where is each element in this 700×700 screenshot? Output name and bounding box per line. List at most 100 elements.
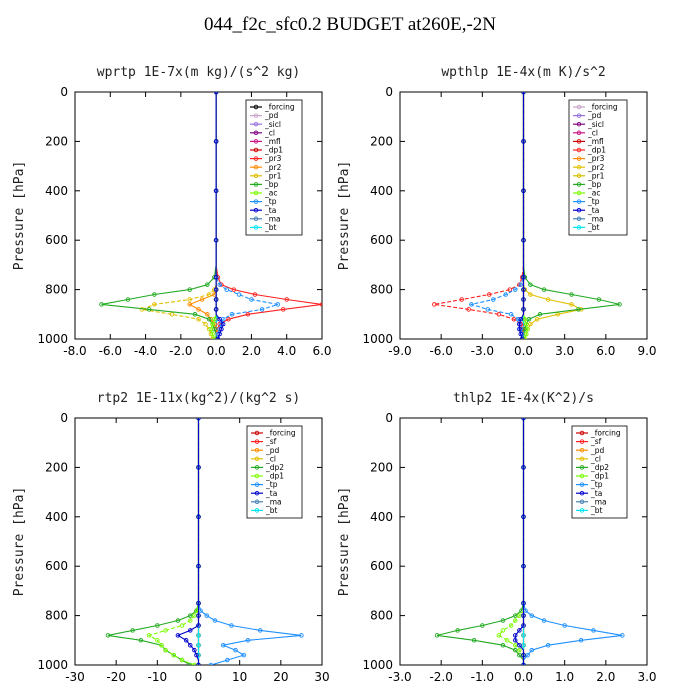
series-point [513,618,518,623]
x-tick-label: 6.0 [596,344,615,358]
series-point [192,312,198,317]
legend-entry: _ma [264,214,281,223]
series-point [159,642,164,648]
series-point [319,302,322,307]
series-point [187,302,192,307]
series-point [212,316,217,322]
x-tick-label: 3.0 [637,670,656,684]
x-tick-label: -20 [106,670,126,684]
x-tick-label: -10 [148,670,168,684]
x-tick-label: 30 [314,670,329,684]
legend-marker [579,447,585,453]
legend-marker [254,430,260,436]
legend-marker [576,113,582,118]
y-axis-label: Pressure [hPa] [337,161,352,271]
series-point [196,465,201,470]
series-point [486,292,492,297]
legend-marker [254,490,260,496]
series-point [521,652,526,658]
x-tick-label: 0.0 [514,344,533,358]
series-point [525,652,530,658]
y-tick-label: 800 [45,609,68,623]
series-point [199,297,205,302]
series-point [471,638,477,643]
panel-title: thlp2 1E-4x(K^2)/s [453,391,594,406]
series-point [528,321,533,327]
legend-entry: _bt [265,506,278,515]
legend-entry: _ta [265,489,277,498]
legend-marker [253,173,259,179]
series-point [518,331,524,337]
legend-marker [579,439,585,444]
legend-marker [579,430,585,436]
series-point [517,642,522,648]
series-point [620,633,625,638]
series-point [229,312,235,317]
legend-marker [579,490,585,496]
series-point [525,326,530,332]
series-point [252,292,258,297]
series-group [99,92,322,339]
series-point [188,613,193,618]
legend-entry: _tp [587,197,600,206]
series-point [513,287,518,292]
series-point [187,287,192,292]
series-point [215,336,221,339]
series-line [101,92,217,339]
series-point [517,628,522,633]
series-point [188,662,193,665]
y-tick-label: 600 [370,233,393,247]
legend-entry: _dp1 [587,146,606,155]
legend-entry: _forcing [590,429,621,438]
series-point [155,638,160,643]
series-point [569,302,574,307]
series-point [187,297,192,302]
series-point [521,287,526,292]
legend-entry: _ma [590,497,607,506]
series-point [521,188,526,194]
series-point [213,287,219,292]
series-point [513,642,518,648]
legend-marker [253,139,259,144]
series-point [491,297,496,302]
legend-marker [253,199,259,204]
y-tick-label: 600 [45,559,68,573]
series-line [514,418,525,665]
legend-marker [576,104,582,110]
series-point [213,92,219,95]
y-tick-label: 0 [385,85,393,99]
legend-marker [254,482,260,487]
legend-marker [576,147,582,153]
series-point [196,563,201,569]
y-tick-label: 200 [370,460,393,474]
legend-marker [253,190,259,196]
legend-marker [253,207,259,213]
legend-entry: _pr2 [587,163,605,172]
legend-entry: _dp1 [265,472,284,481]
series-point [521,92,526,95]
plot-frame [74,91,323,340]
y-tick-label: 600 [370,559,393,573]
legend-marker [576,130,582,136]
legend-entry: _sf [590,437,602,446]
legend-marker [254,465,260,470]
series-point [213,139,219,144]
series-point [226,316,231,322]
legend-entry: _mfl [587,137,604,146]
legend-entry: _sicl [264,120,281,129]
series-point [105,633,111,638]
legend-marker [576,139,582,144]
legend-entry: _ta [590,489,602,498]
series-point [496,312,502,317]
series-point [163,628,168,633]
series-point [196,623,201,628]
series-point [188,628,193,633]
series-point [196,662,201,665]
series-point [576,307,581,312]
series-point [537,312,543,317]
series-point [196,514,201,520]
series-point [526,316,532,322]
series-point [541,618,547,623]
series-point [219,326,224,332]
series-point [517,652,522,658]
